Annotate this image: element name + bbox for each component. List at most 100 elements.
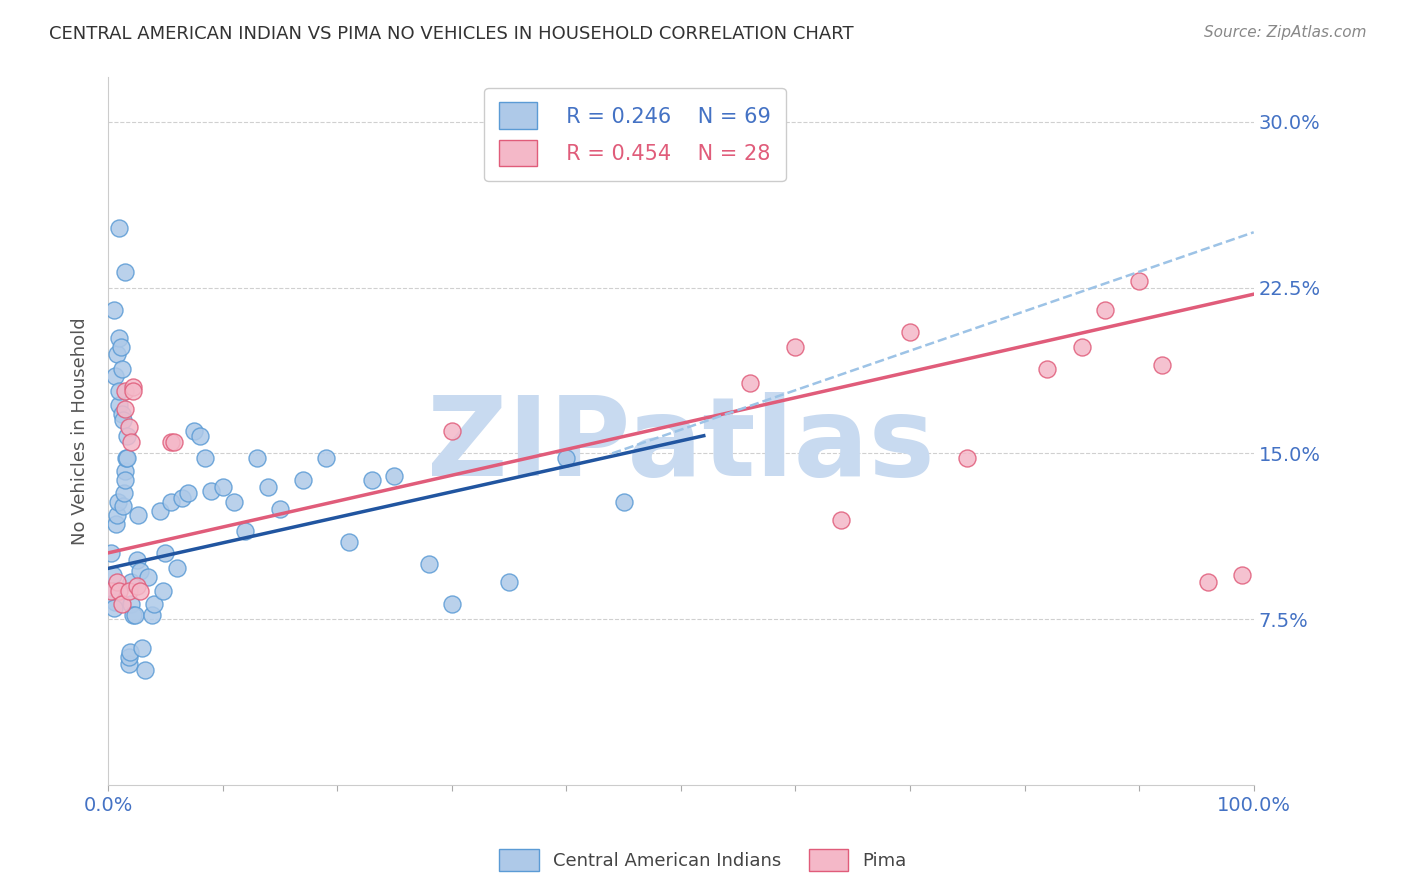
Point (200, 483, 222, 498)
Point (315, 450, 337, 465)
Text: Source: ZipAtlas.com: Source: ZipAtlas.com (1204, 25, 1367, 40)
Point (108, 331, 131, 345)
Point (194, 450, 217, 465)
Point (120, 435, 142, 450)
Point (114, 464, 136, 478)
Point (105, 574, 128, 589)
Point (108, 384, 131, 399)
Point (122, 384, 145, 399)
Point (114, 265, 136, 279)
Point (785, 340, 807, 354)
Point (125, 579, 148, 593)
Point (111, 597, 134, 611)
Point (117, 428, 139, 442)
Point (108, 220, 131, 235)
Point (188, 428, 211, 442)
Point (956, 450, 979, 465)
Point (122, 607, 145, 622)
Point (131, 640, 153, 655)
Point (1094, 302, 1116, 317)
Text: ZIPatlas: ZIPatlas (427, 392, 935, 499)
Point (112, 486, 135, 500)
Y-axis label: No Vehicles in Household: No Vehicles in Household (72, 318, 89, 545)
Point (111, 500, 134, 514)
Point (246, 450, 269, 465)
Point (104, 594, 127, 608)
Point (613, 495, 636, 509)
Point (418, 557, 440, 571)
Point (114, 473, 136, 487)
Point (1128, 274, 1150, 288)
Point (108, 583, 131, 598)
Point (148, 504, 170, 518)
Point (117, 649, 139, 664)
Point (115, 450, 138, 465)
Point (172, 491, 194, 505)
Point (738, 376, 761, 390)
Point (211, 479, 233, 493)
Point (152, 583, 174, 598)
Point (257, 479, 280, 493)
Point (111, 362, 134, 376)
Point (134, 663, 156, 677)
Point (114, 384, 136, 399)
Point (103, 601, 125, 615)
Point (163, 435, 186, 450)
Point (103, 583, 125, 598)
Point (101, 568, 124, 582)
Point (1070, 340, 1092, 354)
Point (111, 407, 134, 421)
Point (111, 413, 134, 427)
Legend:   R = 0.246    N = 69,   R = 0.454    N = 28: R = 0.246 N = 69, R = 0.454 N = 28 (485, 87, 786, 181)
Text: CENTRAL AMERICAN INDIAN VS PIMA NO VEHICLES IN HOUSEHOLD CORRELATION CHART: CENTRAL AMERICAN INDIAN VS PIMA NO VEHIC… (49, 25, 853, 43)
Point (141, 607, 163, 622)
Point (100, 583, 122, 598)
Point (118, 645, 141, 659)
Point (129, 583, 152, 598)
Point (103, 302, 125, 317)
Point (104, 369, 127, 384)
Point (105, 508, 128, 523)
Point (117, 420, 139, 434)
Point (360, 473, 382, 487)
Point (830, 513, 852, 527)
Point (136, 570, 159, 584)
Point (337, 534, 360, 549)
Point (107, 495, 129, 509)
Point (555, 450, 578, 465)
Point (117, 583, 139, 598)
Point (114, 402, 136, 417)
Point (177, 486, 200, 500)
Point (898, 325, 921, 339)
Point (129, 564, 152, 578)
Point (155, 546, 177, 560)
Point (124, 607, 146, 622)
Legend: Central American Indians, Pima: Central American Indians, Pima (492, 842, 914, 879)
Point (127, 508, 149, 523)
Point (440, 597, 463, 611)
Point (100, 546, 122, 560)
Point (160, 435, 183, 450)
Point (291, 473, 314, 487)
Point (269, 501, 291, 516)
Point (166, 561, 188, 575)
Point (108, 398, 131, 412)
Point (1150, 358, 1173, 372)
Point (1232, 568, 1254, 582)
Point (222, 495, 245, 509)
Point (120, 597, 142, 611)
Point (142, 597, 165, 611)
Point (1197, 574, 1219, 589)
Point (183, 425, 205, 439)
Point (105, 347, 128, 361)
Point (120, 574, 142, 589)
Point (117, 657, 139, 671)
Point (122, 380, 145, 394)
Point (110, 340, 132, 354)
Point (235, 524, 257, 538)
Point (125, 552, 148, 566)
Point (160, 495, 183, 509)
Point (440, 425, 463, 439)
Point (117, 450, 139, 465)
Point (384, 468, 406, 483)
